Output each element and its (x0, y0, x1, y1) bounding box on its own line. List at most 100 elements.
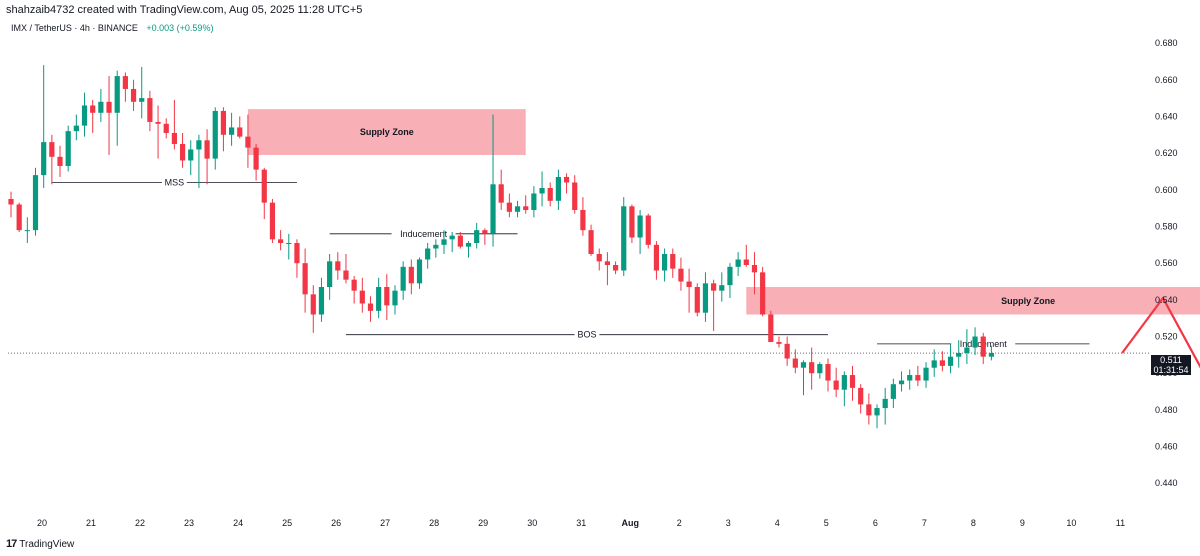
chart-attribution: shahzaib4732 created with TradingView.co… (6, 4, 363, 16)
candle-body (874, 408, 880, 416)
candle-body (147, 98, 153, 122)
candle-body (441, 239, 447, 245)
x-tick-label: 8 (971, 518, 976, 528)
candle-body (580, 209, 586, 231)
candle-body (841, 375, 847, 390)
candle-body (898, 380, 905, 385)
y-tick-label: 0.620 (1155, 148, 1178, 158)
candle-body (645, 215, 651, 245)
x-tick-label: 10 (1066, 518, 1076, 528)
candle-body (327, 261, 333, 288)
candle-body (833, 380, 839, 390)
y-tick-label: 0.520 (1155, 332, 1178, 342)
candle-body (343, 270, 349, 280)
y-tick-label: 0.560 (1155, 258, 1178, 268)
candle-body (220, 110, 227, 135)
candle-body (237, 127, 243, 137)
candle-body (8, 198, 14, 205)
candle-body (653, 244, 660, 271)
candle-body (670, 253, 676, 269)
candle-body (212, 110, 218, 159)
candle-body (727, 266, 733, 286)
candle-body (964, 347, 970, 354)
candle-body (939, 360, 945, 366)
x-tick-label: Aug (621, 518, 639, 528)
structure-label: Inducement (400, 229, 448, 239)
candle-body (457, 235, 463, 247)
candle-body (73, 125, 79, 132)
x-tick-label: 24 (233, 518, 243, 528)
y-tick-label: 0.480 (1155, 405, 1178, 415)
footer-brand[interactable]: 17 TradingView (6, 538, 74, 550)
candle-body (465, 242, 472, 247)
candle-body (882, 398, 888, 409)
candle-body (228, 127, 235, 135)
candle-body (106, 101, 112, 113)
candle-body (490, 184, 496, 234)
candle-body (604, 261, 611, 265)
candle-body (711, 283, 717, 291)
candle-body (915, 375, 921, 381)
candle-body (392, 290, 398, 306)
candle-body (563, 176, 570, 183)
x-tick-label: 27 (380, 518, 390, 528)
candle-body (523, 206, 529, 210)
candle-body (98, 101, 104, 113)
price-axis[interactable]: 0.4400.4600.4800.5000.5200.5400.5600.580… (1155, 38, 1178, 488)
candle-body (474, 230, 480, 243)
x-tick-label: 29 (478, 518, 488, 528)
candle-body (776, 342, 782, 344)
candle-body (49, 142, 55, 157)
tradingview-logo-icon: 17 (6, 538, 17, 550)
candle-body (890, 384, 896, 399)
symbol-legend: IMX / TetherUS · 4h · BINANCE +0.003 (+0… (11, 23, 213, 33)
candle-body (367, 303, 374, 311)
y-tick-label: 0.640 (1155, 111, 1178, 121)
candle-body (931, 360, 937, 368)
candle-body (612, 265, 619, 271)
candle-body (947, 356, 954, 366)
y-tick-label: 0.580 (1155, 221, 1178, 231)
candle-body (572, 182, 578, 210)
x-tick-label: 9 (1020, 518, 1025, 528)
candle-body (923, 367, 929, 381)
candle-body (278, 239, 284, 243)
time-axis[interactable]: 20 21 22 23 24 25 26 27 28 29 30 31 Aug 2 3 4 5 6 7 8 9 10 11 (37, 518, 1125, 528)
candle-body (384, 287, 390, 306)
candle-body (866, 404, 872, 416)
candle-body (196, 140, 202, 150)
y-tick-label: 0.440 (1155, 478, 1178, 488)
candle-body (825, 364, 831, 381)
candle-body (760, 272, 766, 315)
symbol-title[interactable]: IMX / TetherUS · 4h · BINANCE (11, 23, 138, 33)
candle-body (956, 353, 962, 357)
candle-body (449, 235, 455, 240)
candle-body (629, 206, 635, 238)
y-tick-label: 0.660 (1155, 75, 1178, 85)
x-tick-label: 23 (184, 518, 194, 528)
candle-body (686, 281, 692, 288)
candle-body (768, 314, 774, 343)
candle-body (662, 253, 668, 271)
candle-body (318, 287, 325, 315)
supply-zone-2 (746, 287, 1200, 315)
candle-body (972, 336, 978, 348)
candle-body (751, 265, 758, 273)
candle-body (735, 259, 741, 267)
candle-body (547, 187, 553, 201)
supply-zone-1 (247, 109, 526, 155)
candle-body (784, 343, 790, 359)
candle-body (531, 193, 537, 210)
candle-body (41, 142, 47, 176)
candle-body (253, 147, 259, 170)
candle-body (163, 123, 169, 133)
candle-body (400, 266, 406, 291)
candle-body (286, 242, 292, 244)
y-tick-label: 0.540 (1155, 295, 1178, 305)
x-tick-label: 2 (677, 518, 682, 528)
candle-body (514, 206, 521, 212)
structure-label: MSS (165, 177, 185, 187)
candle-body (907, 375, 913, 381)
candles (8, 65, 994, 429)
